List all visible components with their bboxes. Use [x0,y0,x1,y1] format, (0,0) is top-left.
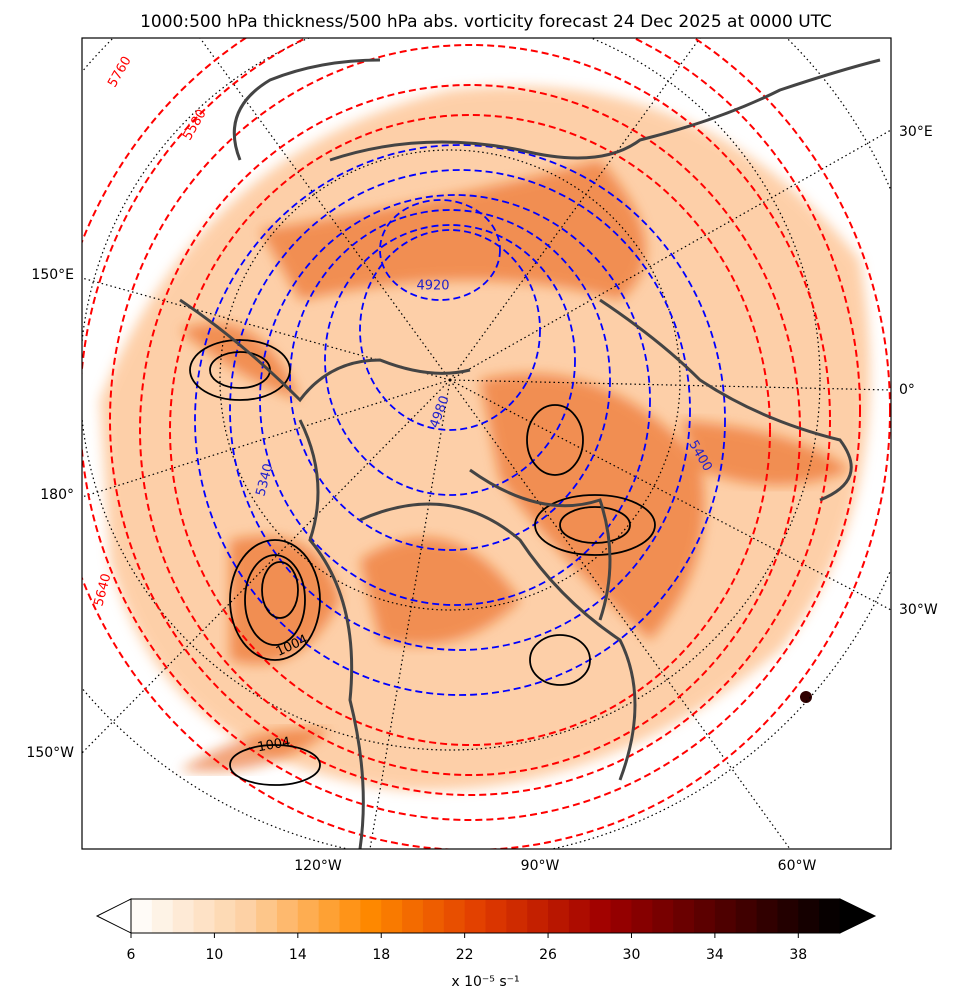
thickness-contours [82,38,891,849]
lon-label: 120°W [294,858,342,874]
colorbar-segment [735,899,758,933]
lon-label: 90°W [521,858,560,874]
colorbar-segment [131,899,153,933]
colorbar-segment [631,899,653,933]
contour-label: 4920 [416,279,449,294]
colorbar-segment [568,899,591,933]
colorbar-segment [360,899,382,933]
colorbar-segment [714,899,737,933]
colorbar-segment [339,899,361,933]
colorbar-segment [381,899,403,933]
title: 1000:500 hPa thickness/500 hPa abs. vort… [140,12,832,32]
lon-label: 150°W [26,745,74,761]
pressure-contours [189,339,656,786]
colorbar-segment [652,899,674,933]
colorbar-segment [172,899,195,933]
lon-label: 30°E [899,124,933,140]
lon-label: 0° [899,382,915,398]
colorbar-segment [548,899,570,933]
coastlines [179,58,881,849]
colorbar-segment [235,899,257,933]
colorbar-segment [214,899,236,933]
vorticity-shading [100,86,870,791]
colorbar-tick-label: 18 [372,947,390,963]
lon-label: 60°W [778,858,817,874]
colorbar-segment [506,899,528,933]
colorbar-extend-max [839,898,877,934]
graticule [82,38,891,849]
colorbar-segment [443,899,466,933]
lon-label: 150°E [31,267,74,283]
colorbar-segment [819,899,841,933]
map [82,38,891,849]
colorbar: 6 10 14 18 22 26 30 34 38 x 10⁻⁵ s⁻¹ [95,898,877,990]
colorbar-label: x 10⁻⁵ s⁻¹ [451,974,519,990]
colorbar-segment [694,899,716,933]
colorbar-extend-min [95,898,132,934]
colorbar-segment [485,899,507,933]
colorbar-segment [464,899,486,933]
colorbar-segment [276,899,299,933]
colorbar-segment [193,899,215,933]
colorbar-segment [527,899,549,933]
colorbar-segment [610,899,632,933]
colorbar-segment [777,899,799,933]
colorbar-tick-label: 6 [127,947,136,963]
colorbar-segment [256,899,278,933]
colorbar-segment [756,899,778,933]
map-frame [81,37,892,850]
colorbar-tick-label: 34 [706,947,724,963]
colorbar-segment [151,899,174,933]
colorbar-segment [673,899,695,933]
colorbar-tick-label: 30 [623,947,641,963]
colorbar-segment [402,899,424,933]
colorbar-tick-label: 26 [539,947,557,963]
colorbar-tick-label: 14 [289,947,307,963]
colorbar-frame [130,898,841,934]
colorbar-segment [318,899,341,933]
colorbar-segment [589,899,612,933]
colorbar-tick-label: 22 [456,947,474,963]
colorbar-segment [422,899,445,933]
lon-label: 30°W [899,602,938,618]
colorbar-segment [798,899,820,933]
lon-label: 180° [40,487,74,503]
colorbar-segment [297,899,320,933]
colorbar-tick-label: 10 [205,947,223,963]
contour-label: 1004 [256,735,291,756]
colorbar-tick-label: 38 [789,947,807,963]
